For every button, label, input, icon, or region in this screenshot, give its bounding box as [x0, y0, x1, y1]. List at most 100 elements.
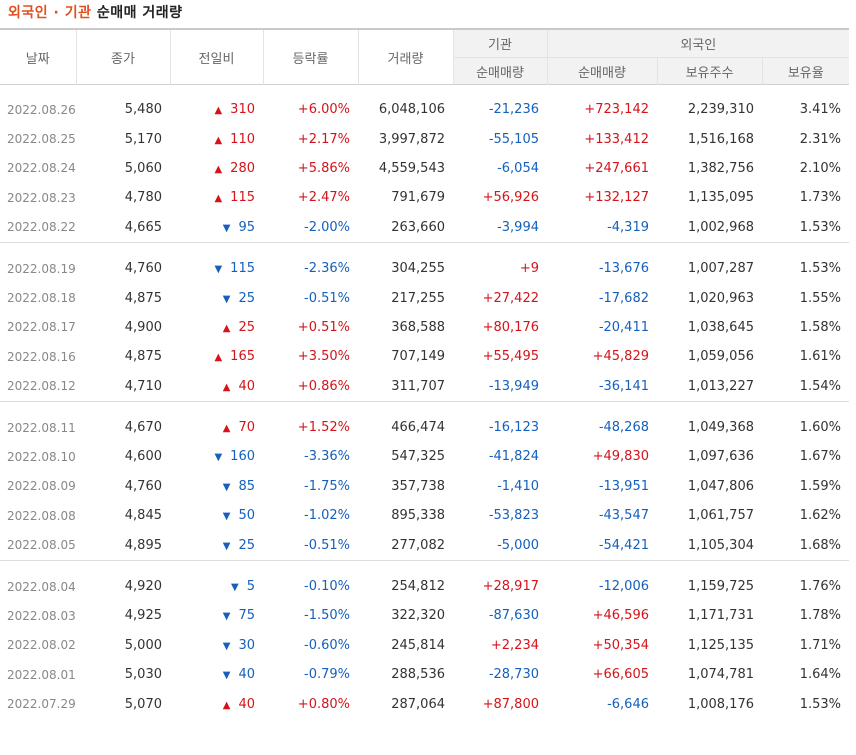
- cell-foreign-net: +247,661: [584, 160, 649, 176]
- cell-close: 5,070: [124, 696, 162, 712]
- cell-date: 2022.08.26: [7, 102, 76, 117]
- cell-volume: 707,149: [391, 349, 445, 365]
- cell-rate: +6.00%: [297, 102, 350, 118]
- section-title: 외국인 · 기관 순매매 거래량: [0, 0, 856, 28]
- table-row: 2022.08.01 5,030 ▼ 40 -0.79% 288,536 -28,730 +6…: [0, 660, 849, 689]
- group-divider: [0, 400, 850, 413]
- triangle-down-icon: ▼: [222, 293, 231, 305]
- cell-volume: 357,738: [391, 478, 445, 494]
- table-header: 날짜 종가 전일비 등락률 거래량 기관 외국인 순매매량 순매매량 보유주수 …: [0, 29, 850, 85]
- cell-institution-net: -16,123: [488, 420, 539, 436]
- cell-close: 5,060: [124, 160, 162, 176]
- cell-close: 5,000: [124, 637, 162, 653]
- header-volume[interactable]: 거래량: [357, 29, 453, 85]
- cell-change: ▼ 40: [170, 660, 263, 689]
- cell-volume: 895,338: [391, 508, 445, 524]
- cell-ratio: 3.41%: [799, 102, 842, 118]
- cell-volume: 245,814: [391, 637, 445, 653]
- cell-close: 5,030: [124, 667, 162, 683]
- header-date[interactable]: 날짜: [25, 51, 50, 67]
- cell-holdings: 1,013,227: [687, 378, 754, 394]
- cell-rate: -0.51%: [304, 290, 350, 306]
- cell-rate: -1.50%: [304, 608, 350, 624]
- header-institution-net[interactable]: 순매매량: [452, 57, 547, 85]
- header-foreign-net[interactable]: 순매매량: [546, 57, 657, 85]
- cell-rate: -1.02%: [304, 508, 350, 524]
- triangle-up-icon: ▲: [214, 352, 223, 364]
- cell-foreign-net: -43,547: [598, 508, 649, 524]
- cell-date: 2022.08.16: [7, 349, 76, 364]
- change-value: 115: [230, 190, 255, 206]
- cell-volume: 3,997,872: [378, 131, 445, 147]
- header-rate[interactable]: 등락률: [262, 29, 358, 85]
- cell-holdings: 1,171,731: [687, 608, 754, 624]
- table-row: 2022.08.23 4,780 ▲ 115 +2.47% 791,679 +56,926 +…: [0, 183, 849, 212]
- triangle-down-icon: ▼: [231, 582, 239, 594]
- cell-close: 4,670: [124, 420, 162, 436]
- cell-foreign-net: -4,319: [607, 219, 649, 235]
- cell-change: ▲ 40: [170, 689, 263, 718]
- cell-ratio: 1.58%: [799, 319, 842, 335]
- cell-institution-net: -3,994: [497, 219, 539, 235]
- cell-change: ▲ 280: [170, 154, 263, 183]
- cell-ratio: 1.64%: [799, 667, 842, 683]
- cell-holdings: 1,061,757: [687, 508, 754, 524]
- header-close[interactable]: 종가: [75, 29, 170, 85]
- cell-foreign-net: -20,411: [598, 319, 649, 335]
- triangle-up-icon: ▲: [214, 105, 223, 117]
- cell-close: 4,900: [124, 319, 162, 335]
- cell-close: 4,895: [124, 537, 162, 553]
- cell-change: ▼ 25: [170, 530, 263, 560]
- cell-close: 4,710: [124, 378, 162, 394]
- cell-change: ▲ 110: [170, 124, 263, 153]
- cell-ratio: 1.62%: [799, 508, 842, 524]
- cell-date: 2022.07.29: [7, 697, 76, 712]
- cell-volume: 288,536: [391, 667, 445, 683]
- header-ratio[interactable]: 보유율: [761, 57, 850, 85]
- cell-rate: +2.17%: [297, 131, 350, 147]
- cell-rate: +5.86%: [297, 160, 350, 176]
- cell-close: 4,925: [124, 608, 162, 624]
- cell-institution-net: +28,917: [482, 579, 539, 595]
- table-row: 2022.08.03 4,925 ▼ 75 -1.50% 322,320 -87,630 +4…: [0, 601, 849, 630]
- cell-holdings: 1,382,756: [687, 160, 754, 176]
- table-row: 2022.08.16 4,875 ▲ 165 +3.50% 707,149 +55,495 +…: [0, 342, 849, 371]
- cell-change: ▲ 70: [170, 413, 263, 442]
- cell-change: ▲ 40: [170, 372, 263, 402]
- cell-foreign-net: -17,682: [598, 290, 649, 306]
- cell-institution-net: -13,949: [488, 378, 539, 394]
- table-row: 2022.07.29 5,070 ▲ 40 +0.80% 287,064 +87,800 -6…: [0, 689, 849, 718]
- cell-volume: 6,048,106: [378, 102, 445, 118]
- table-row: 2022.08.24 5,060 ▲ 280 +5.86% 4,559,543 -6,054…: [0, 154, 849, 183]
- cell-rate: -2.00%: [304, 219, 350, 235]
- cell-date: 2022.08.22: [7, 220, 76, 235]
- cell-close: 4,845: [124, 508, 162, 524]
- cell-holdings: 1,049,368: [687, 420, 754, 436]
- change-value: 160: [230, 449, 255, 465]
- cell-foreign-net: +132,127: [584, 190, 649, 206]
- cell-volume: 217,255: [391, 290, 445, 306]
- cell-holdings: 1,047,806: [687, 478, 754, 494]
- cell-foreign-net: -54,421: [598, 537, 649, 553]
- triangle-down-icon: ▼: [214, 452, 223, 464]
- cell-foreign-net: +45,829: [592, 349, 649, 365]
- cell-volume: 254,812: [391, 579, 445, 595]
- triangle-up-icon: ▲: [222, 699, 231, 711]
- table-row: 2022.08.12 4,710 ▲ 40 +0.86% 311,707 -13,949 -3…: [0, 372, 849, 402]
- cell-close: 4,875: [124, 349, 162, 365]
- cell-volume: 791,679: [391, 190, 445, 206]
- header-holdings[interactable]: 보유주수: [656, 57, 762, 85]
- cell-change: ▼ 25: [170, 283, 263, 312]
- cell-holdings: 1,038,645: [687, 319, 754, 335]
- cell-holdings: 1,159,725: [687, 579, 754, 595]
- cell-ratio: 1.78%: [799, 608, 842, 624]
- cell-date: 2022.08.25: [7, 132, 76, 147]
- cell-institution-net: +55,495: [482, 349, 539, 365]
- cell-holdings: 1,097,636: [687, 449, 754, 465]
- change-value: 85: [238, 478, 255, 494]
- cell-foreign-net: +50,354: [592, 637, 649, 653]
- cell-ratio: 1.68%: [799, 537, 842, 553]
- cell-volume: 277,082: [391, 537, 445, 553]
- header-change[interactable]: 전일비: [169, 29, 263, 85]
- title-accent: 외국인 · 기관: [8, 5, 92, 21]
